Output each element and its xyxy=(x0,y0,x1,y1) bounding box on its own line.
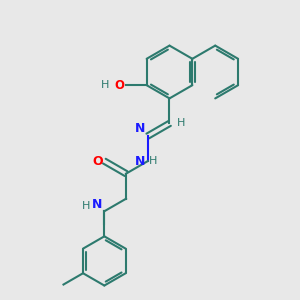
Text: N: N xyxy=(92,198,102,211)
Text: O: O xyxy=(114,79,124,92)
Text: O: O xyxy=(92,154,103,168)
Text: N: N xyxy=(135,154,146,168)
Text: N: N xyxy=(135,122,146,134)
Text: H: H xyxy=(177,118,185,128)
Text: H: H xyxy=(82,201,90,211)
Text: H: H xyxy=(149,156,158,166)
Text: H: H xyxy=(101,80,109,90)
